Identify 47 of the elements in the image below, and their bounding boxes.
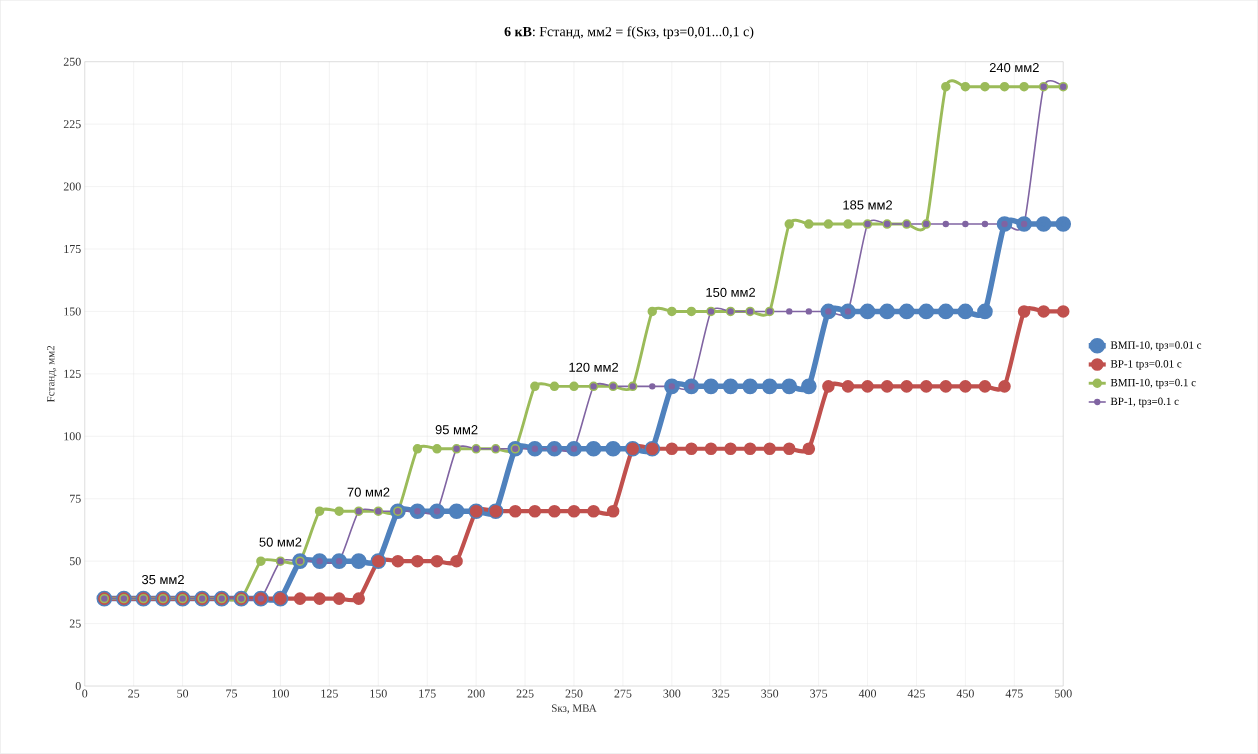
x-tick-label: 25 [128, 689, 140, 698]
annotation: 150 мм2 [706, 287, 756, 298]
x-tick-label: 0 [82, 689, 88, 698]
y-tick-label: 50 [69, 557, 81, 566]
chart-title: 6 кВ: Fстанд, мм2 = f(Sкз, tрз=0,01...0,1 с) [504, 26, 754, 40]
y-tick-label: 100 [64, 432, 81, 441]
x-tick-label: 50 [177, 689, 189, 698]
y-tick-label: 75 [70, 494, 81, 503]
y-tick-label: 125 [64, 369, 81, 378]
y-tick-label: 250 [63, 57, 81, 66]
y-tick-label: 150 [64, 307, 81, 316]
x-tick-label: 200 [467, 689, 485, 698]
x-tick-label: 275 [614, 689, 632, 698]
x-tick-label: 125 [321, 689, 338, 698]
legend-label: ВР-1 tрз=0.01 с [1110, 360, 1182, 370]
x-tick-label: 350 [761, 689, 779, 698]
annotation: 95 мм2 [435, 425, 478, 435]
annotation: 35 мм2 [142, 575, 184, 585]
annotation: 185 мм2 [843, 200, 892, 210]
x-tick-label: 225 [516, 689, 534, 698]
annotation: 70 мм2 [347, 487, 390, 497]
legend-label: ВМП-10, tрз=0.1 с [1110, 378, 1196, 389]
x-tick-label: 500 [1054, 689, 1072, 698]
y-tick-label: 200 [63, 182, 81, 191]
x-axis-title: Sкз, МВА [552, 704, 597, 714]
x-tick-label: 150 [370, 689, 387, 698]
legend-label: ВМП-10, tрз=0.01 с [1110, 341, 1202, 352]
x-tick-label: 250 [565, 689, 583, 698]
x-tick-label: 300 [663, 689, 681, 698]
y-axis-title: Fстанд, мм2 [47, 346, 57, 403]
x-tick-label: 175 [419, 689, 436, 698]
x-tick-label: 450 [956, 689, 974, 698]
x-tick-label: 400 [858, 689, 877, 698]
legend-label: ВР-1, tрз=0.1 с [1110, 397, 1179, 408]
x-tick-label: 425 [907, 689, 925, 698]
y-tick-label: 25 [69, 619, 81, 628]
x-tick-label: 100 [272, 689, 289, 698]
annotation: 240 мм2 [989, 63, 1039, 73]
annotation: 120 мм2 [569, 362, 619, 372]
y-tick-label: 175 [64, 245, 81, 254]
x-tick-label: 375 [810, 689, 828, 698]
x-tick-label: 75 [226, 689, 238, 698]
y-tick-label: 225 [63, 120, 81, 129]
y-tick-label: 0 [75, 682, 81, 691]
x-tick-label: 325 [712, 689, 730, 698]
annotation: 50 мм2 [259, 537, 302, 547]
x-tick-label: 475 [1005, 689, 1023, 698]
